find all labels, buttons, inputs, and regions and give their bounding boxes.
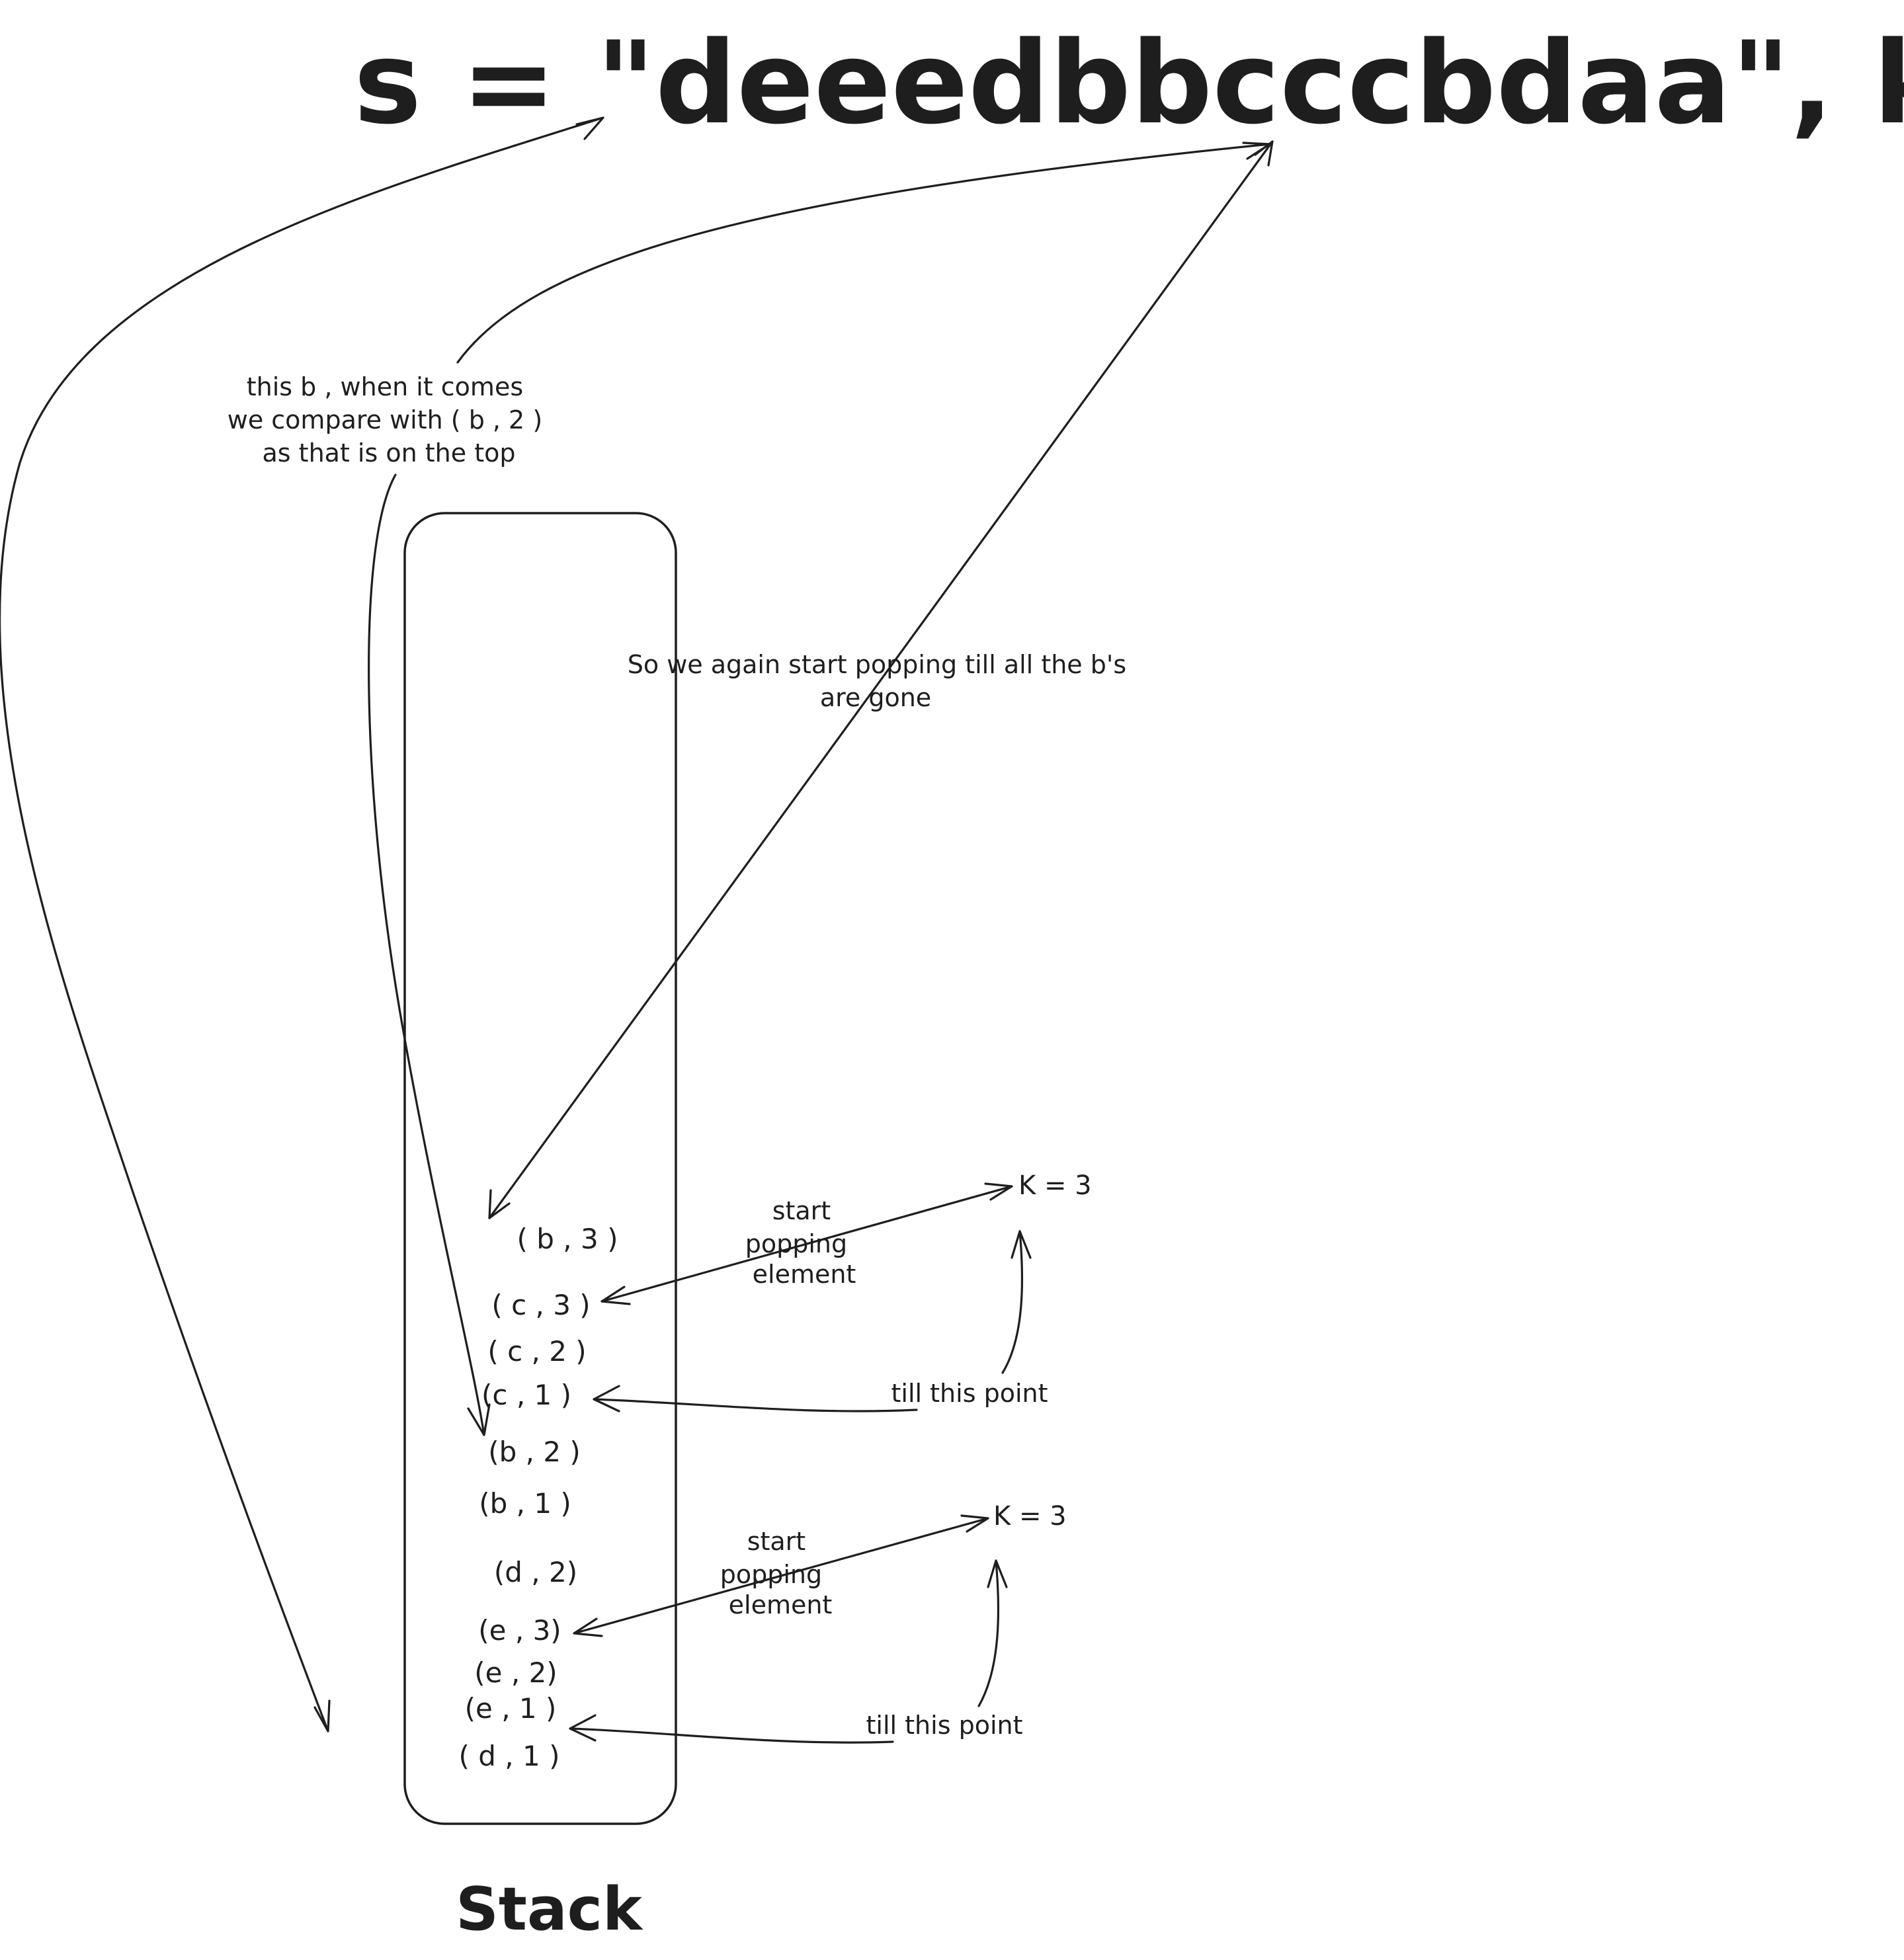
arrow-title-to-stack-bottom-head-bottom bbox=[313, 1699, 331, 1733]
arrow-title-to-b3-head-top bbox=[1254, 140, 1274, 167]
note-compare-b-line-2: we compare with ( b , 2 ) bbox=[228, 405, 542, 434]
stack-item-d1: ( d , 1 ) bbox=[459, 1740, 560, 1772]
note-compare-b-line-3: as that is on the top bbox=[263, 438, 516, 468]
note-start-popping-top-line-2: popping bbox=[745, 1229, 847, 1258]
arrow-title-to-stack-bottom bbox=[0, 116, 604, 1733]
note-start-popping-top: start popping element bbox=[745, 1196, 856, 1289]
arrow-c3-to-k-top-head-left bbox=[600, 1286, 631, 1305]
stack-item-e3: (e , 3) bbox=[478, 1614, 561, 1647]
k-label-top: K = 3 bbox=[1018, 1170, 1092, 1201]
note-till-point-top: till this point bbox=[891, 1379, 1048, 1408]
note-start-popping-top-line-1: start bbox=[772, 1196, 831, 1225]
arrow-title-to-b3-head-bottom bbox=[488, 1189, 511, 1219]
stack-item-e2: (e , 2) bbox=[474, 1656, 557, 1689]
arrow-till-to-k-top-head bbox=[1011, 1230, 1032, 1259]
stack-label: Stack bbox=[456, 1875, 643, 1944]
stack-item-c2: ( c , 2 ) bbox=[487, 1335, 586, 1368]
arrow-till-to-k-bottom bbox=[977, 1559, 1000, 1707]
arrow-c3-to-k-top bbox=[600, 1185, 1013, 1303]
stack-item-b1: (b , 1 ) bbox=[479, 1487, 571, 1520]
stack-item-b2: (b , 2 ) bbox=[488, 1436, 581, 1468]
note-till-point-bottom: till this point bbox=[866, 1711, 1023, 1740]
title-prefix: s = bbox=[354, 17, 596, 149]
arrow-note-to-title bbox=[456, 143, 1271, 364]
note-start-popping-bottom-line-2: popping bbox=[720, 1560, 822, 1589]
arrow-e3-to-k-bottom-head-left bbox=[573, 1617, 603, 1637]
arrow-c3-to-k-top-head-right bbox=[984, 1182, 1013, 1201]
arrow-note-to-b2 bbox=[368, 473, 485, 1436]
stack-item-e1: (e , 1 ) bbox=[465, 1692, 557, 1725]
stack-item-d2: (d , 2) bbox=[494, 1556, 577, 1588]
arrow-till-to-c1-head bbox=[593, 1385, 620, 1412]
arrow-till-to-e1-head bbox=[569, 1714, 597, 1742]
stack-container bbox=[403, 512, 677, 1825]
note-start-popping-bottom-line-3: element bbox=[729, 1590, 833, 1619]
title: s = "deeedbbcccbdaa", k = 3 bbox=[354, 17, 1904, 149]
arrow-till-to-c1 bbox=[593, 1398, 918, 1412]
arrow-title-to-stack-bottom-head-top bbox=[575, 116, 604, 140]
note-start-popping-bottom-line-1: start bbox=[747, 1527, 806, 1556]
arrow-e3-to-k-bottom-head-right bbox=[960, 1514, 989, 1533]
arrow-note-to-b2-head bbox=[467, 1403, 491, 1436]
note-again-popping-line-1: So we again start popping till all the b… bbox=[628, 650, 1126, 679]
arrow-till-to-k-top bbox=[1001, 1230, 1024, 1374]
arrow-till-to-e1 bbox=[569, 1727, 894, 1744]
arrow-title-to-b3 bbox=[488, 140, 1274, 1219]
note-start-popping-bottom: start popping element bbox=[720, 1527, 833, 1619]
stack-item-c3: ( c , 3 ) bbox=[491, 1289, 590, 1321]
note-start-popping-top-line-3: element bbox=[753, 1260, 856, 1289]
stack-item-b3: ( b , 3 ) bbox=[517, 1223, 618, 1255]
k-label-bottom: K = 3 bbox=[993, 1501, 1067, 1531]
arrow-till-to-k-bottom-head bbox=[987, 1559, 1008, 1588]
arrow-e3-to-k-bottom bbox=[573, 1517, 989, 1635]
note-compare-b: this b , when it comes we compare with (… bbox=[228, 372, 551, 468]
stack-item-c1: (c , 1 ) bbox=[481, 1379, 571, 1411]
title-string-value: "deeedbbcccbdaa" bbox=[596, 17, 1790, 149]
note-compare-b-line-1: this b , when it comes bbox=[247, 372, 523, 401]
title-suffix: , k = 3 bbox=[1790, 17, 1904, 149]
